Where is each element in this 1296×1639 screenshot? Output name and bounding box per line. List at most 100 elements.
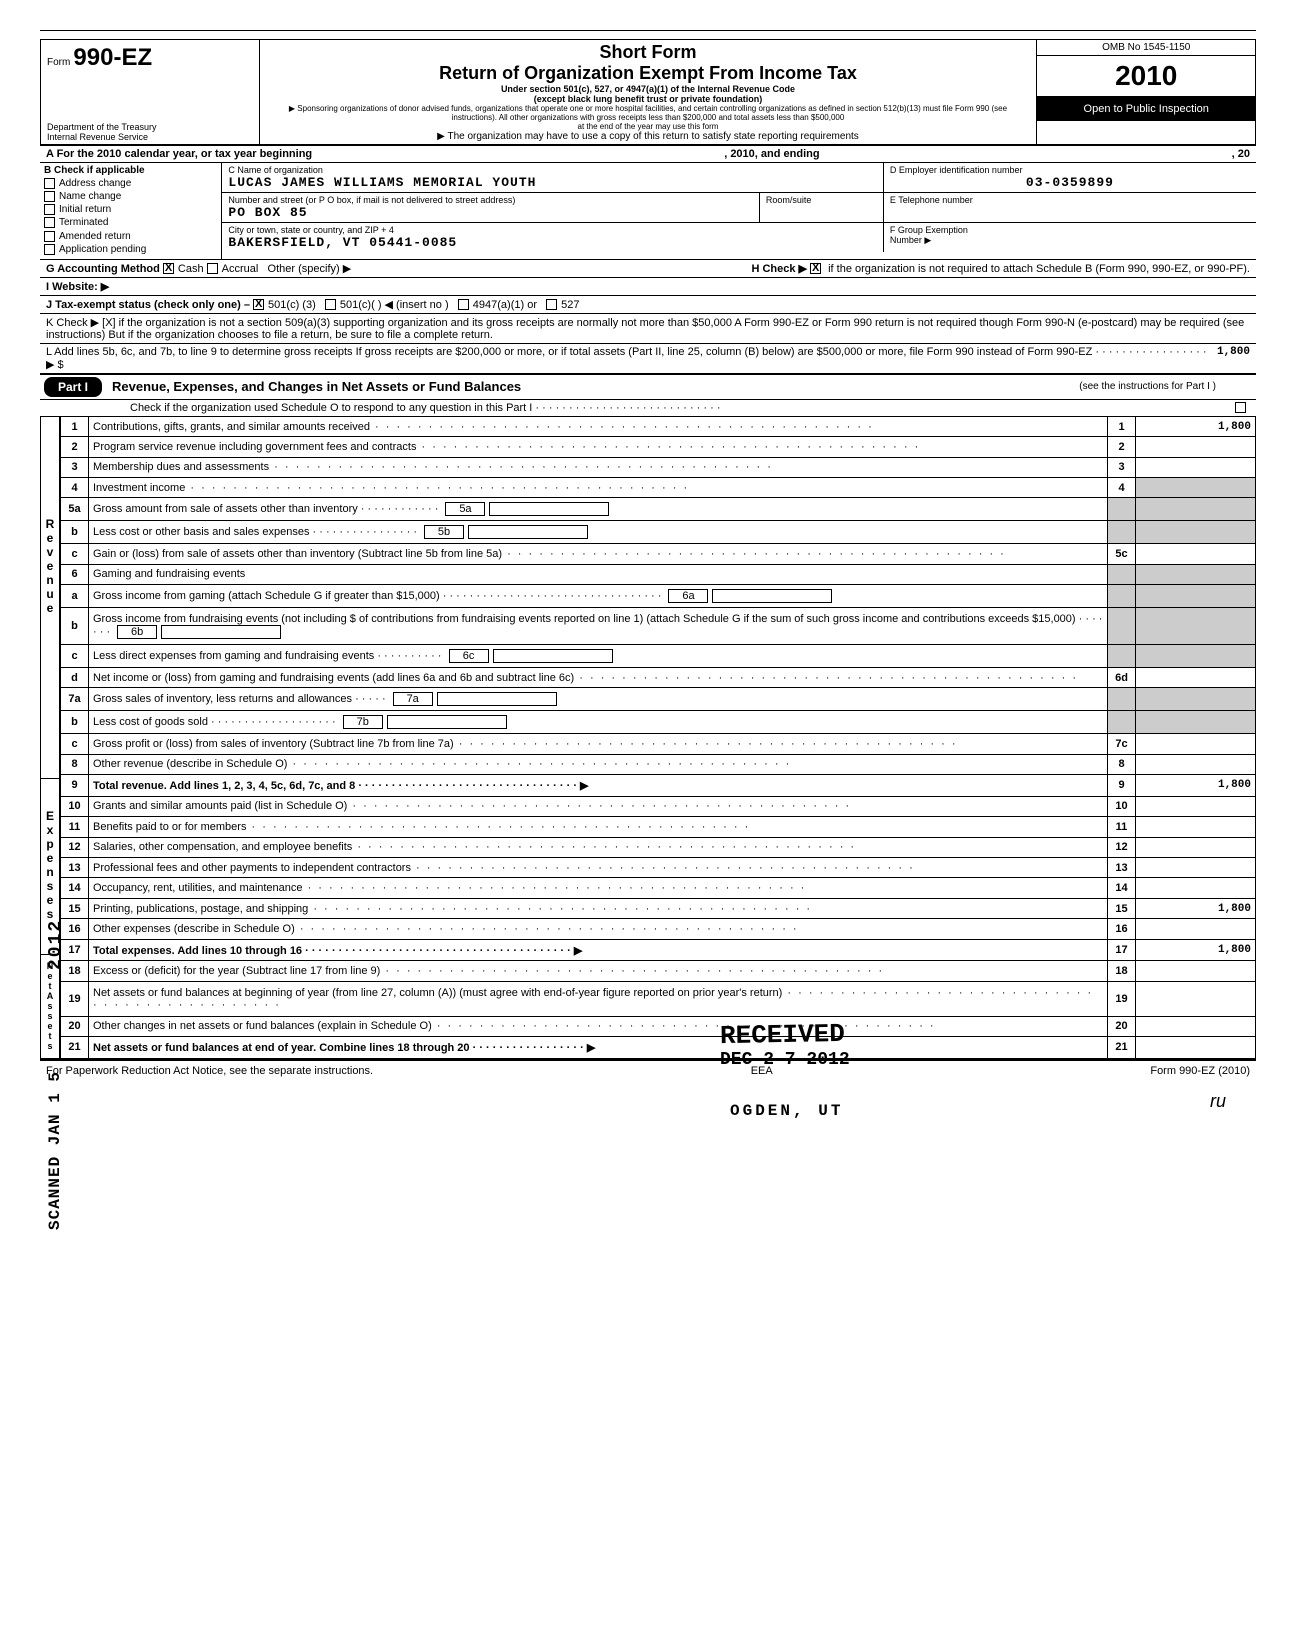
form-number: 990-EZ (73, 44, 152, 71)
line-no: a (61, 585, 89, 608)
line-ref: 8 (1108, 754, 1136, 774)
b-address-change[interactable]: Address change (44, 178, 217, 189)
j-501c-check[interactable] (325, 299, 336, 310)
line-ref-shade (1108, 585, 1136, 608)
h-text: if the organization is not required to a… (828, 263, 1250, 275)
line-ref: 11 (1108, 817, 1136, 837)
line-text: Gross sales of inventory, less returns a… (93, 693, 352, 705)
g-cash: Cash (178, 263, 204, 275)
h-block: H Check ▶ if the organization is not req… (751, 262, 1250, 275)
inner-box: 5a (445, 502, 485, 516)
line-11: 11Benefits paid to or for members11 (61, 817, 1256, 837)
line-amt (1136, 544, 1256, 564)
line-6b: bGross income from fundraising events (n… (61, 607, 1256, 644)
line-no: 13 (61, 857, 89, 877)
line-amt (1136, 457, 1256, 477)
line-text: Other expenses (describe in Schedule O) (93, 923, 799, 935)
h-check[interactable] (810, 263, 821, 274)
line-no: b (61, 521, 89, 544)
line-text: Contributions, gifts, grants, and simila… (93, 421, 874, 433)
inner-box: 6a (668, 589, 708, 603)
line-19: 19Net assets or fund balances at beginni… (61, 981, 1256, 1016)
b-terminated[interactable]: Terminated (44, 217, 217, 228)
j-501c3: 501(c) (3) (268, 299, 316, 311)
line-text: Program service revenue including govern… (93, 441, 920, 453)
row-a-mid: , 2010, and ending (724, 148, 819, 160)
line-text: Investment income (93, 482, 689, 494)
part1-check-box[interactable] (1235, 402, 1246, 413)
stamp-received: RECEIVED (720, 1019, 845, 1051)
line-amt-shade (1136, 478, 1256, 498)
line-amt (1136, 796, 1256, 816)
j-501c3-check[interactable] (253, 299, 264, 310)
line-amt: 1,800 (1136, 898, 1256, 918)
line-no: 6 (61, 564, 89, 584)
j-527-check[interactable] (546, 299, 557, 310)
city-label: City or town, state or country, and ZIP … (228, 225, 877, 235)
b-name-change[interactable]: Name change (44, 191, 217, 202)
sponsor-note: ▶ Sponsoring organizations of donor advi… (266, 104, 1031, 122)
b-amended[interactable]: Amended return (44, 231, 217, 242)
footer-right: Form 990-EZ (2010) (1150, 1065, 1250, 1077)
line-4: 4Investment income4 (61, 478, 1256, 498)
line-no: 5a (61, 498, 89, 521)
line-amt (1136, 817, 1256, 837)
line-ref: 10 (1108, 796, 1136, 816)
line-2: 2Program service revenue including gover… (61, 437, 1256, 457)
line-no: 15 (61, 898, 89, 918)
line-no: 4 (61, 478, 89, 498)
form-label: Form (47, 57, 70, 68)
line-text: Other revenue (describe in Schedule O) (93, 758, 791, 770)
row-k: K Check ▶ [X] if the organization is not… (40, 314, 1256, 344)
b-pending[interactable]: Application pending (44, 244, 217, 255)
b-heading: B Check if applicable (44, 165, 217, 176)
j-501c: 501(c)( (340, 299, 375, 311)
header-left: Form 990-EZ Department of the Treasury I… (41, 40, 260, 144)
line-no: c (61, 645, 89, 668)
line-ref: 18 (1108, 961, 1136, 981)
g-cash-check[interactable] (163, 263, 174, 274)
line-6a: a Gross income from gaming (attach Schedu… (61, 585, 1256, 608)
line-ref: 14 (1108, 878, 1136, 898)
line-no: 21 (61, 1037, 89, 1059)
row-a: A For the 2010 calendar year, or tax yea… (40, 146, 1256, 163)
line-18: 18Excess or (deficit) for the year (Subt… (61, 961, 1256, 981)
g-accrual-check[interactable] (207, 263, 218, 274)
e-label: E Telephone number (890, 195, 1250, 205)
line-no: 8 (61, 754, 89, 774)
b-initial-return[interactable]: Initial return (44, 204, 217, 215)
line-no: d (61, 668, 89, 688)
line-amt (1136, 857, 1256, 877)
line-ref-shade (1108, 645, 1136, 668)
inner-box: 7a (393, 692, 433, 706)
line-no: 7a (61, 688, 89, 711)
col-b: B Check if applicable Address change Nam… (40, 163, 222, 259)
line-no: 20 (61, 1016, 89, 1036)
line-text: Gross income from gaming (attach Schedul… (93, 590, 440, 602)
line-ref: 13 (1108, 857, 1136, 877)
part1-header: Part I Revenue, Expenses, and Changes in… (40, 375, 1256, 400)
g-accrual: Accrual (222, 263, 259, 275)
lines-table: 1Contributions, gifts, grants, and simil… (60, 417, 1256, 1059)
line-ref-shade (1108, 498, 1136, 521)
line-text: Gain or (loss) from sale of assets other… (93, 548, 1006, 560)
line-amt-shade (1136, 607, 1256, 644)
line-no: 19 (61, 981, 89, 1016)
line-amt (1136, 754, 1256, 774)
part1-tab: Part I (44, 377, 102, 397)
subtitle-2: (except black lung benefit trust or priv… (266, 94, 1031, 104)
line-text: Printing, publications, postage, and shi… (93, 903, 812, 915)
tax-year: 2010 (1037, 56, 1255, 97)
j-4947-check[interactable] (458, 299, 469, 310)
g-block: G Accounting Method Cash Accrual Other (… (46, 262, 351, 275)
j-4947: 4947(a)(1) or (473, 299, 537, 311)
po-box: PO BOX 85 (228, 205, 752, 220)
line-text: Membership dues and assessments (93, 461, 773, 473)
stamp-date: DEC 2 7 2012 (720, 1050, 850, 1070)
b-item-label: Application pending (59, 244, 146, 255)
inner-box: 7b (343, 715, 383, 729)
endyear-note: at the end of the year may use this form (266, 122, 1031, 131)
line-ref: 19 (1108, 981, 1136, 1016)
f-label: F Group Exemption (890, 225, 1250, 235)
line-amt-shade (1136, 564, 1256, 584)
